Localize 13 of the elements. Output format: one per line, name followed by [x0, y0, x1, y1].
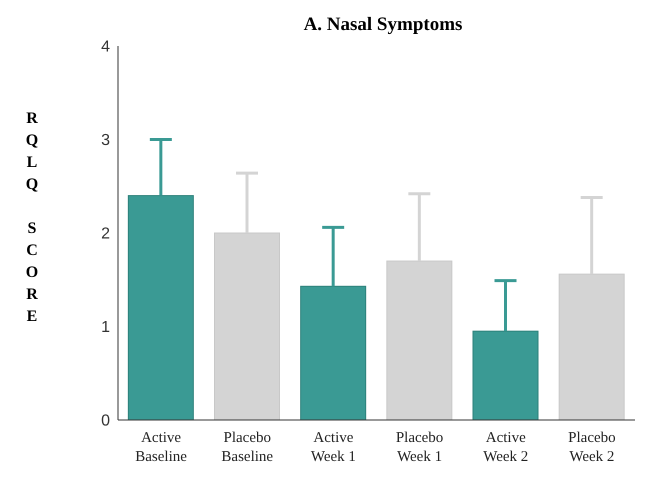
x-tick-label: Active Baseline	[135, 430, 188, 465]
x-tick-label: Placebo Week 2	[568, 430, 616, 465]
y-tick-label: 4	[101, 38, 110, 56]
text: RQLQ SCORE	[26, 110, 38, 325]
x-tick-label: Placebo Baseline	[221, 430, 274, 465]
x-tick-label: Placebo Week 1	[396, 430, 444, 465]
y-tick-label: 1	[101, 319, 110, 336]
chart-title: A. Nasal Symptoms	[302, 14, 464, 36]
y-tick-label: 3	[101, 132, 110, 150]
x-tick-label: Active Week 1	[310, 430, 356, 465]
y-tick-label: 2	[101, 226, 110, 243]
x-tick-label: Active Week 2	[483, 430, 528, 465]
y-tick-label: 0	[101, 412, 110, 430]
